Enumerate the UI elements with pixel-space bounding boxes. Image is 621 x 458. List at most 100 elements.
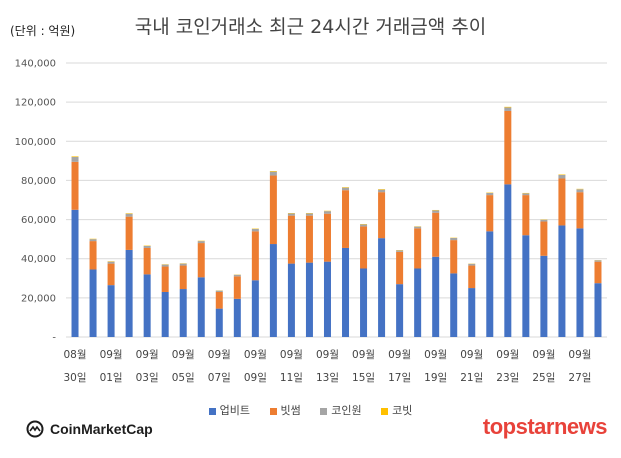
x-tick-label-day: 09일 bbox=[244, 371, 267, 384]
x-tick-label-month: 09월 bbox=[460, 349, 483, 361]
x-tick-label-day: 27일 bbox=[568, 371, 591, 384]
bar-segment-coinone bbox=[576, 189, 584, 193]
x-tick-label-day: 30일 bbox=[64, 371, 87, 384]
bar-segment-bithumb bbox=[378, 192, 386, 239]
bar-segment-bithumb bbox=[558, 178, 566, 226]
y-tick-label: 60,000 bbox=[21, 215, 56, 226]
legend-swatch-bithumb bbox=[269, 407, 277, 415]
bar-segment-coinone bbox=[143, 245, 151, 248]
legend-item-bithumb: 빗썸 bbox=[269, 402, 301, 418]
x-tick-label-month: 09월 bbox=[352, 349, 375, 361]
bar-segment-upbit bbox=[378, 238, 386, 337]
bar-segment-bithumb bbox=[576, 192, 584, 229]
bar-segment-upbit bbox=[323, 261, 331, 337]
x-tick-label-day: 03일 bbox=[136, 371, 159, 384]
y-tick-label: 20,000 bbox=[21, 293, 56, 304]
legend-swatch-upbit bbox=[208, 407, 216, 415]
chart-legend: 업비트 빗썸 코인원 코빗 bbox=[0, 402, 621, 418]
x-tick-label-month: 09월 bbox=[244, 349, 267, 361]
chart-title: 국내 코인거래소 최근 24시간 거래금액 추이 bbox=[134, 16, 487, 38]
bar-segment-upbit bbox=[522, 235, 530, 337]
bar-segment-bithumb bbox=[287, 215, 295, 264]
bar-segment-coinone bbox=[215, 290, 223, 292]
legend-item-upbit: 업비트 bbox=[208, 402, 250, 418]
coinmarketcap-text: CoinMarketCap bbox=[50, 421, 153, 437]
bar-segment-coinone bbox=[233, 274, 241, 277]
bar-segment-coinone bbox=[323, 211, 331, 214]
bar-segment-upbit bbox=[107, 285, 115, 337]
x-tick-label-day: 17일 bbox=[388, 371, 411, 384]
bar-segment-upbit bbox=[540, 255, 548, 337]
bar-segment-upbit bbox=[305, 262, 313, 337]
bar-segment-upbit bbox=[576, 228, 584, 337]
bar-segment-coinone bbox=[305, 213, 313, 216]
bar-segment-upbit bbox=[197, 277, 205, 337]
bar-segment-bithumb bbox=[71, 161, 79, 210]
legend-label-bithumb: 빗썸 bbox=[280, 404, 301, 417]
bar-segment-bithumb bbox=[468, 265, 476, 289]
legend-swatch-coinone bbox=[320, 407, 328, 415]
bar-segment-upbit bbox=[342, 247, 350, 337]
legend-swatch-korbit bbox=[381, 407, 389, 415]
coinmarketcap-brand: CoinMarketCap bbox=[26, 420, 153, 438]
bar-segment-upbit bbox=[432, 256, 440, 337]
bar-segment-coinone bbox=[197, 241, 205, 244]
bar-segment-korbit bbox=[504, 106, 512, 108]
bar-segment-coinone bbox=[342, 187, 350, 191]
bar-segment-upbit bbox=[450, 273, 458, 337]
bar-segment-upbit bbox=[486, 231, 494, 337]
bar-segment-coinone bbox=[522, 193, 530, 196]
bar-segment-coinone bbox=[378, 189, 386, 193]
bar-segment-bithumb bbox=[197, 243, 205, 278]
bar-segment-upbit bbox=[215, 308, 223, 337]
bar-segment-coinone bbox=[594, 260, 602, 262]
x-tick-label-day: 13일 bbox=[316, 371, 339, 384]
bar-segment-coinone bbox=[71, 156, 79, 162]
y-tick-label: 80,000 bbox=[21, 176, 56, 187]
bar-segment-coinone bbox=[540, 219, 548, 222]
bar-segment-bithumb bbox=[522, 195, 530, 236]
bar-segment-bithumb bbox=[107, 263, 115, 286]
bar-segment-bithumb bbox=[233, 276, 241, 299]
bar-segment-upbit bbox=[396, 284, 404, 337]
bar-segment-bithumb bbox=[396, 251, 404, 285]
bar-segment-bithumb bbox=[125, 216, 133, 250]
bar-segment-bithumb bbox=[594, 261, 602, 284]
bar-segment-bithumb bbox=[432, 212, 440, 257]
x-tick-label-day: 07일 bbox=[208, 371, 231, 384]
x-tick-label-day: 11일 bbox=[280, 371, 303, 384]
legend-label-coinone: 코인원 bbox=[331, 404, 362, 417]
bar-segment-bithumb bbox=[450, 240, 458, 274]
bar-segment-bithumb bbox=[414, 228, 422, 269]
x-tick-label-day: 21일 bbox=[460, 371, 483, 384]
bar-segment-coinone bbox=[251, 228, 259, 232]
unit-label: (단위 : 억원) bbox=[10, 24, 76, 38]
legend-item-coinone: 코인원 bbox=[320, 402, 362, 418]
bar-segment-coinone bbox=[107, 261, 115, 264]
bar-segment-upbit bbox=[269, 244, 277, 337]
bar-segment-upbit bbox=[251, 280, 259, 337]
bar-segment-bithumb bbox=[215, 291, 223, 309]
bar-segment-upbit bbox=[414, 268, 422, 337]
legend-label-korbit: 코빗 bbox=[392, 404, 413, 417]
bar-segment-bithumb bbox=[251, 231, 259, 281]
legend-item-korbit: 코빗 bbox=[381, 402, 412, 418]
stacked-bar-chart: - 20,000 40,000 60,000 80,000 100,000 120,000 1… bbox=[15, 59, 607, 384]
bar-segment-upbit bbox=[143, 274, 151, 337]
bar-segment-coinone bbox=[486, 192, 494, 196]
bar-segment-bithumb bbox=[486, 195, 494, 232]
bar-segment-bithumb bbox=[540, 221, 548, 256]
bar-segment-bithumb bbox=[143, 247, 151, 275]
bar-segment-bithumb bbox=[161, 266, 169, 292]
bar-segment-coinone bbox=[179, 263, 187, 266]
x-tick-label-day: 19일 bbox=[424, 371, 447, 384]
bar-segment-bithumb bbox=[504, 110, 512, 185]
bar-segment-upbit bbox=[71, 209, 79, 337]
x-tick-label-month: 09월 bbox=[100, 349, 123, 361]
bar-segment-upbit bbox=[161, 291, 169, 337]
bar-segment-bithumb bbox=[269, 175, 277, 245]
x-tick-label-month: 09월 bbox=[172, 349, 195, 361]
bar-segment-upbit bbox=[287, 263, 295, 337]
bar-segment-upbit bbox=[233, 298, 241, 337]
bar-segment-bithumb bbox=[89, 241, 97, 270]
